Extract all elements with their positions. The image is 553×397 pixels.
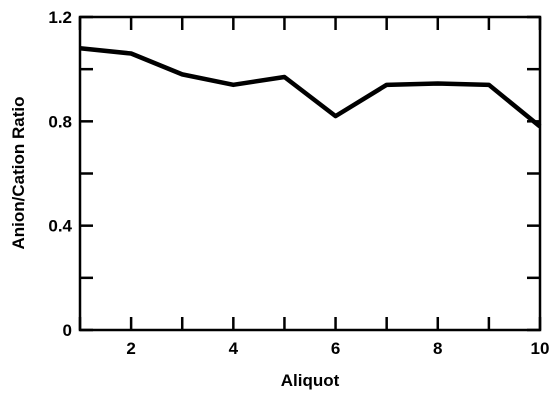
x-axis-label: Aliquot <box>281 371 340 390</box>
y-tick-label: 0.8 <box>48 112 72 131</box>
y-tick-label: 0.4 <box>48 217 72 236</box>
y-tick-label: 1.2 <box>48 8 72 27</box>
y-axis-label: Anion/Cation Ratio <box>9 97 28 250</box>
x-tick-label: 2 <box>126 339 135 358</box>
axis-tick-labels: 2 4 6 8 10 0 0.4 0.8 1.2 <box>48 8 549 358</box>
plot-frame <box>80 17 540 330</box>
x-tick-label: 8 <box>433 339 442 358</box>
series-group <box>80 48 540 126</box>
x-tick-label: 6 <box>331 339 340 358</box>
x-tick-label: 10 <box>531 339 550 358</box>
y-tick-label: 0 <box>63 321 72 340</box>
series-line <box>80 48 540 126</box>
x-tick-label: 4 <box>229 339 239 358</box>
axis-ticks <box>80 17 540 330</box>
